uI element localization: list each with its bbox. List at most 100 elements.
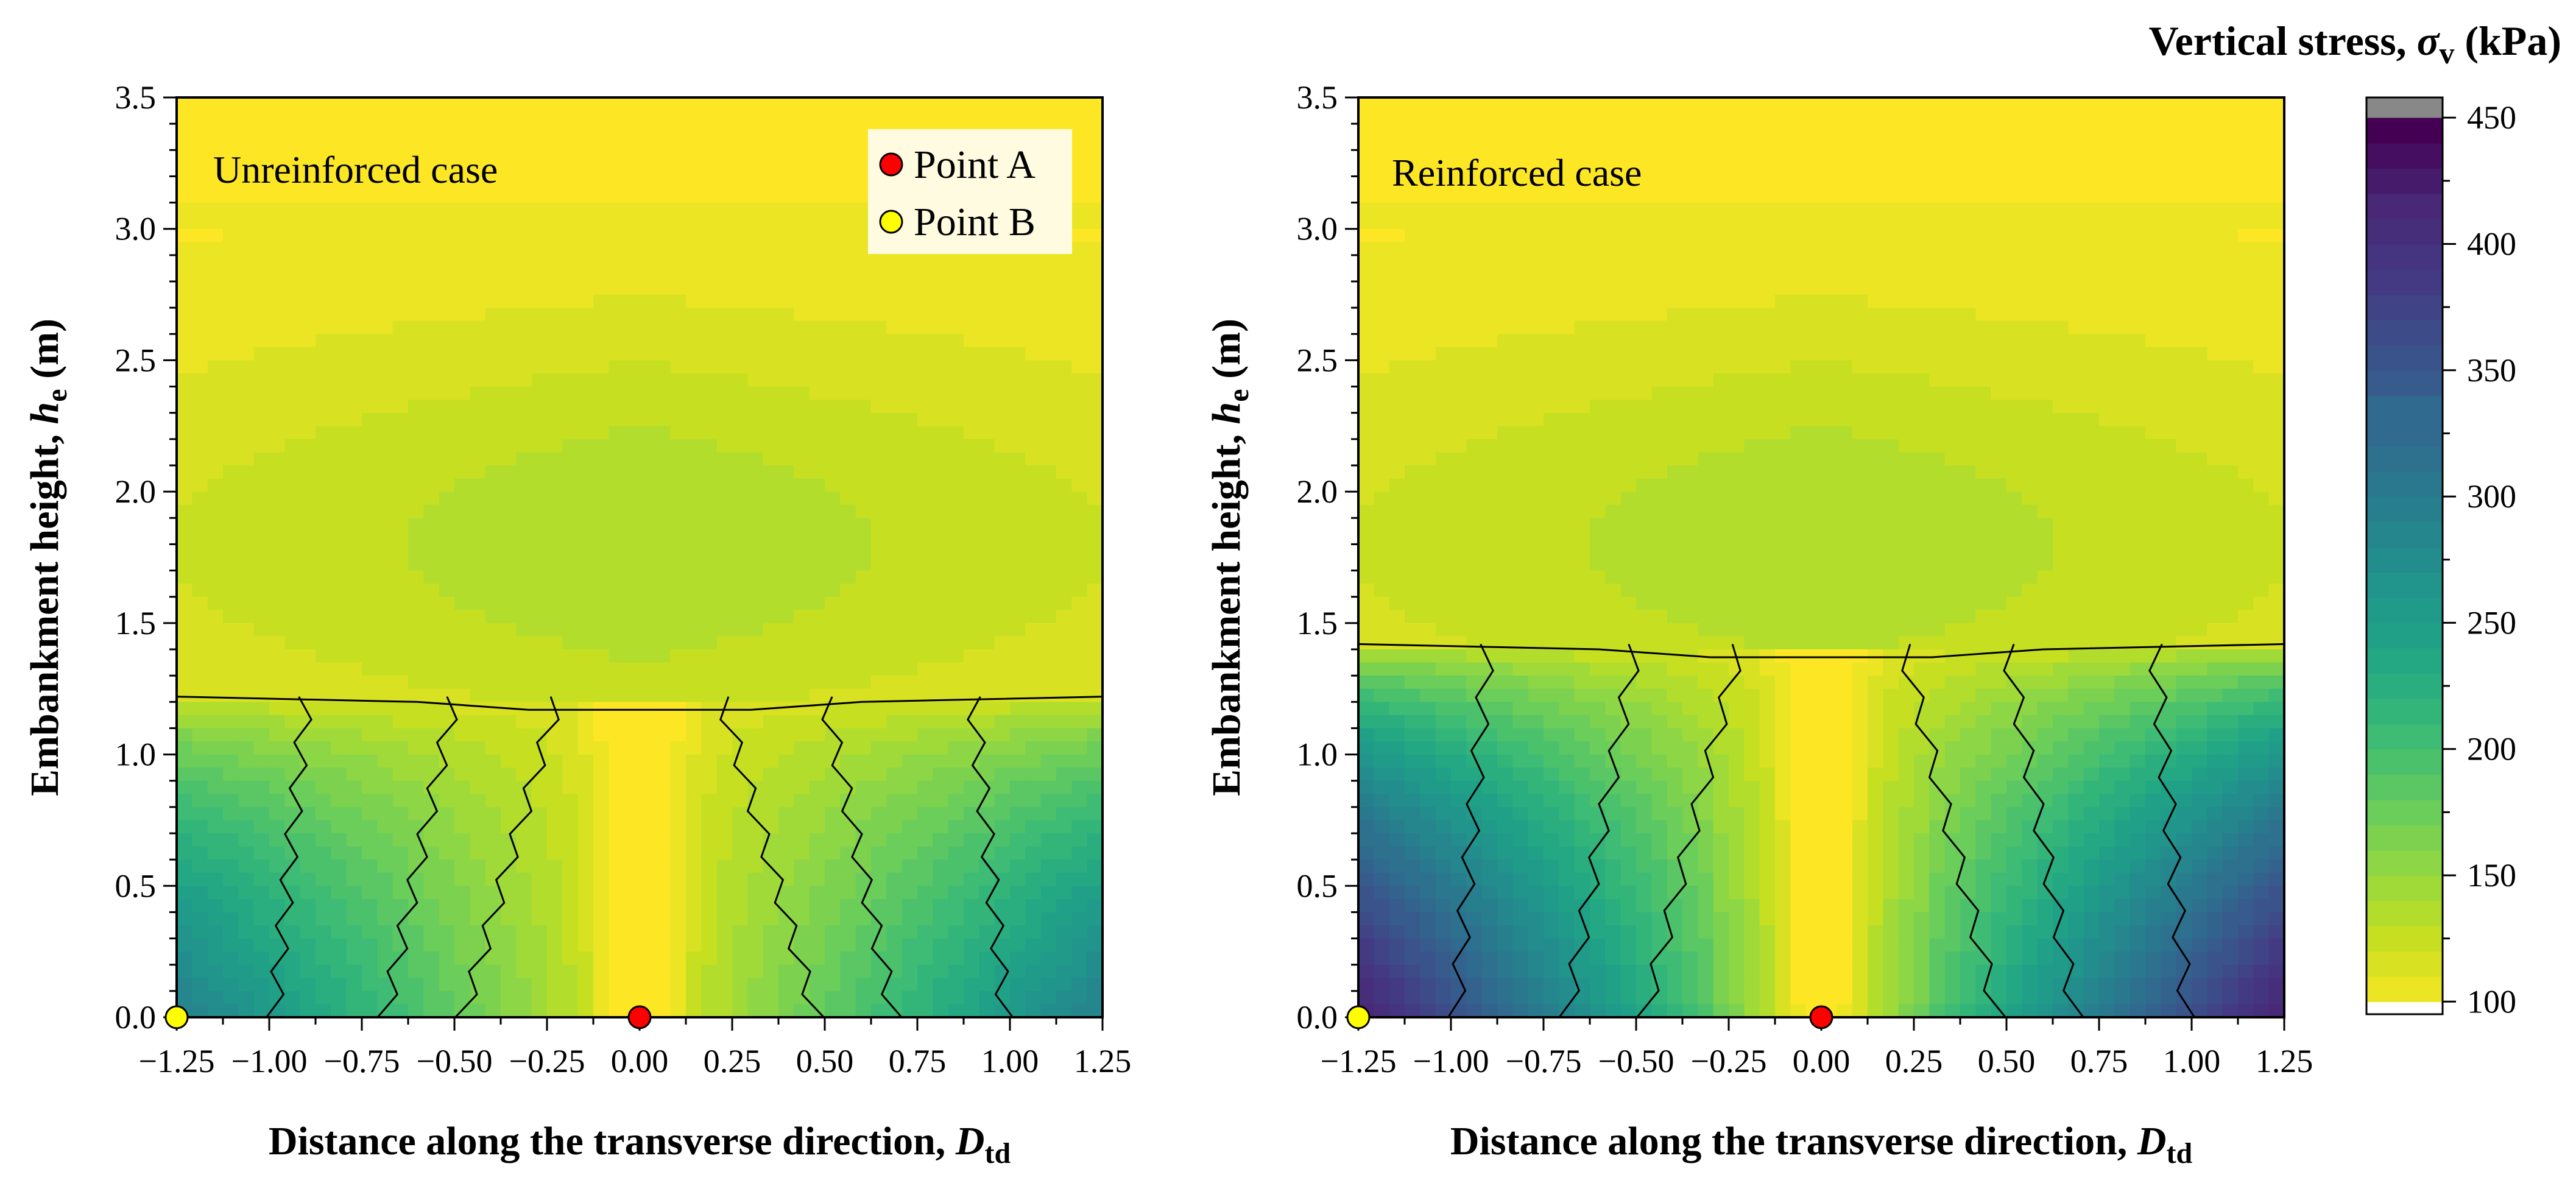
heatmap-cell: [886, 413, 902, 426]
heatmap-cell: [347, 597, 362, 610]
heatmap-cell: [439, 531, 455, 545]
x-tick-label: −1.00: [231, 1043, 308, 1079]
heatmap-cell: [1899, 137, 1914, 150]
heatmap-cell: [2223, 150, 2239, 163]
heatmap-cell: [1056, 833, 1072, 847]
heatmap-cell: [393, 820, 409, 833]
heatmap-cell: [470, 623, 485, 637]
heatmap-cell: [763, 978, 779, 991]
heatmap-cell: [316, 715, 331, 729]
heatmap-cell: [208, 925, 224, 939]
heatmap-cell: [886, 728, 902, 741]
heatmap-cell: [640, 571, 655, 584]
heatmap-cell: [917, 1004, 933, 1017]
heatmap-cell: [856, 321, 872, 334]
heatmap-cell: [347, 715, 362, 729]
heatmap-cell: [763, 571, 779, 584]
heatmap-cell: [763, 452, 779, 465]
heatmap-cell: [917, 97, 933, 111]
heatmap-cell: [1466, 137, 1482, 150]
heatmap-cell: [701, 334, 717, 347]
heatmap-cell: [840, 124, 856, 137]
heatmap-cell: [717, 255, 733, 269]
heatmap-cell: [439, 465, 455, 479]
heatmap-cell: [1087, 649, 1103, 663]
heatmap-cell: [393, 597, 409, 610]
heatmap-cell: [1087, 820, 1103, 833]
heatmap-cell: [347, 702, 362, 715]
heatmap-cell: [423, 229, 439, 242]
heatmap-cell: [532, 544, 548, 557]
heatmap-cell: [300, 242, 316, 255]
heatmap-cell: [2223, 137, 2239, 150]
heatmap-cell: [377, 571, 393, 584]
heatmap-cell: [501, 636, 517, 649]
heatmap-cell: [810, 741, 825, 755]
heatmap-cell: [439, 847, 455, 860]
heatmap-cell: [362, 360, 378, 373]
heatmap-cell: [1041, 492, 1057, 505]
heatmap-cell: [763, 768, 779, 781]
heatmap-cell: [964, 518, 979, 531]
heatmap-cell: [624, 229, 640, 242]
heatmap-cell: [485, 873, 501, 886]
heatmap-cell: [1025, 715, 1041, 729]
heatmap-cell: [686, 584, 702, 597]
heatmap-cell: [763, 676, 779, 689]
heatmap-cell: [871, 663, 887, 676]
heatmap-cell: [423, 452, 439, 465]
heatmap-cell: [655, 886, 671, 899]
heatmap-cell: [871, 111, 887, 124]
heatmap-cell: [393, 676, 409, 689]
heatmap-cell: [1559, 242, 1575, 255]
heatmap-cell: [300, 413, 316, 426]
heatmap-cell: [825, 321, 841, 334]
heatmap-cell: [470, 439, 485, 453]
heatmap-cell: [177, 505, 192, 518]
heatmap-cell: [1605, 229, 1621, 242]
heatmap-cell: [763, 137, 779, 150]
heatmap-cell: [177, 439, 192, 453]
heatmap-cell: [501, 755, 517, 768]
heatmap-cell: [763, 991, 779, 1004]
heatmap-cell: [562, 97, 578, 111]
heatmap-cell: [177, 663, 192, 676]
heatmap-cell: [2099, 176, 2115, 189]
heatmap-cell: [778, 715, 794, 729]
heatmap-cell: [516, 505, 532, 518]
heatmap-cell: [671, 505, 686, 518]
heatmap-cell: [948, 308, 964, 321]
heatmap-cell: [423, 400, 439, 413]
heatmap-cell: [810, 873, 825, 886]
heatmap-cell: [747, 663, 763, 676]
heatmap-cell: [223, 978, 239, 991]
heatmap-cell: [1041, 544, 1057, 557]
heatmap-cell: [347, 518, 362, 531]
heatmap-cell: [316, 623, 331, 637]
heatmap-cell: [964, 439, 979, 453]
heatmap-cell: [933, 820, 948, 833]
heatmap-cell: [701, 873, 717, 886]
heatmap-cell: [886, 426, 902, 439]
heatmap-cell: [516, 308, 532, 321]
heatmap-cell: [238, 689, 254, 702]
heatmap-cell: [532, 899, 548, 912]
heatmap-cell: [732, 1004, 748, 1017]
heatmap-cell: [284, 426, 300, 439]
heatmap-cell: [2176, 216, 2192, 229]
heatmap-cell: [316, 242, 331, 255]
heatmap-cell: [254, 833, 270, 847]
heatmap-cell: [1621, 137, 1637, 150]
heatmap-cell: [562, 689, 578, 702]
heatmap-cell: [1056, 295, 1072, 308]
heatmap-cell: [1605, 124, 1621, 137]
heatmap-cell: [717, 268, 733, 281]
heatmap-cell: [2099, 97, 2115, 111]
heatmap-cell: [886, 807, 902, 821]
heatmap-cell: [362, 676, 378, 689]
heatmap-cell: [316, 899, 331, 912]
heatmap-cell: [640, 820, 655, 833]
heatmap-cell: [347, 479, 362, 492]
heatmap-cell: [547, 150, 563, 163]
heatmap-cell: [794, 176, 810, 189]
